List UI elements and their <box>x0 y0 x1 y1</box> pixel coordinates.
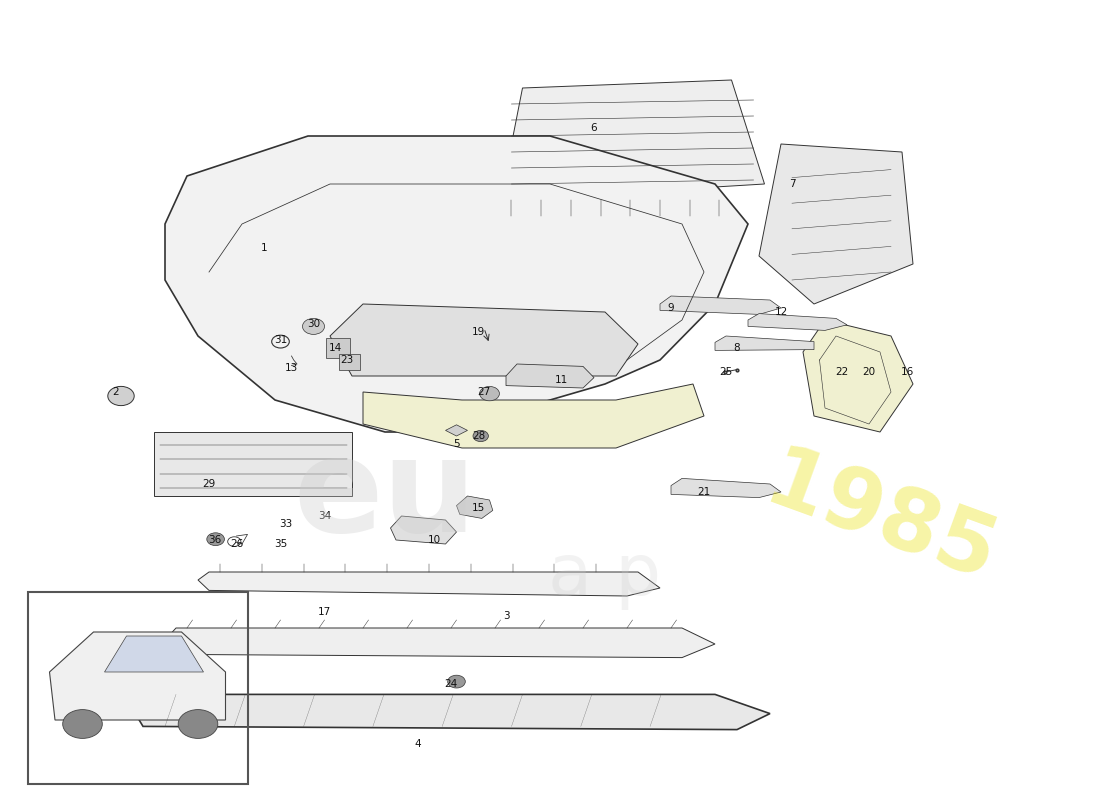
Polygon shape <box>363 384 704 448</box>
Text: 17: 17 <box>318 607 331 617</box>
Polygon shape <box>165 628 715 658</box>
Text: 25: 25 <box>719 367 733 377</box>
Text: 33: 33 <box>279 519 293 529</box>
Text: 4: 4 <box>415 739 421 749</box>
Polygon shape <box>748 314 847 330</box>
Text: 10: 10 <box>428 535 441 545</box>
Text: 2: 2 <box>112 387 119 397</box>
Text: 6: 6 <box>591 123 597 133</box>
Circle shape <box>178 710 218 738</box>
Text: 5: 5 <box>453 439 460 449</box>
Text: 19: 19 <box>472 327 485 337</box>
Text: 1985: 1985 <box>754 440 1007 600</box>
Text: 13: 13 <box>285 363 298 373</box>
Text: a p: a p <box>549 542 661 610</box>
FancyBboxPatch shape <box>339 354 360 370</box>
Text: 20: 20 <box>862 367 876 377</box>
Text: 29: 29 <box>202 479 216 489</box>
Circle shape <box>108 386 134 406</box>
Text: 31: 31 <box>274 335 287 345</box>
Polygon shape <box>50 632 225 720</box>
Text: 22: 22 <box>835 367 848 377</box>
Text: 14: 14 <box>329 343 342 353</box>
Circle shape <box>207 533 224 546</box>
Polygon shape <box>506 364 594 388</box>
Circle shape <box>302 318 324 334</box>
Polygon shape <box>671 478 781 498</box>
Text: eu: eu <box>294 433 476 559</box>
Polygon shape <box>390 516 456 544</box>
Polygon shape <box>165 136 748 432</box>
Polygon shape <box>759 144 913 304</box>
Text: 26: 26 <box>230 539 243 549</box>
Circle shape <box>63 710 102 738</box>
FancyBboxPatch shape <box>154 432 352 496</box>
Polygon shape <box>715 336 814 350</box>
Circle shape <box>473 430 488 442</box>
Text: 7: 7 <box>789 179 795 189</box>
Text: 30: 30 <box>307 319 320 329</box>
Polygon shape <box>198 572 660 596</box>
Circle shape <box>480 386 499 401</box>
Text: 8: 8 <box>734 343 740 353</box>
Text: 16: 16 <box>901 367 914 377</box>
Text: 24: 24 <box>444 679 458 689</box>
Polygon shape <box>500 80 764 200</box>
Polygon shape <box>660 296 781 314</box>
Text: 12: 12 <box>774 307 788 317</box>
Text: 36: 36 <box>208 535 221 545</box>
FancyBboxPatch shape <box>326 338 350 358</box>
Polygon shape <box>132 694 770 730</box>
Text: 9: 9 <box>668 303 674 313</box>
Text: 1: 1 <box>261 243 267 253</box>
Polygon shape <box>803 320 913 432</box>
Text: 21: 21 <box>697 487 711 497</box>
Text: 11: 11 <box>554 375 568 385</box>
Circle shape <box>448 675 465 688</box>
Polygon shape <box>446 425 468 436</box>
Polygon shape <box>330 304 638 376</box>
Text: 23: 23 <box>340 355 353 365</box>
Text: 34: 34 <box>318 511 331 521</box>
Text: 28: 28 <box>472 431 485 441</box>
Polygon shape <box>104 636 204 672</box>
Polygon shape <box>456 496 493 518</box>
Text: 27: 27 <box>477 387 491 397</box>
Text: 35: 35 <box>274 539 287 549</box>
Text: 15: 15 <box>472 503 485 513</box>
Text: 3: 3 <box>503 611 509 621</box>
